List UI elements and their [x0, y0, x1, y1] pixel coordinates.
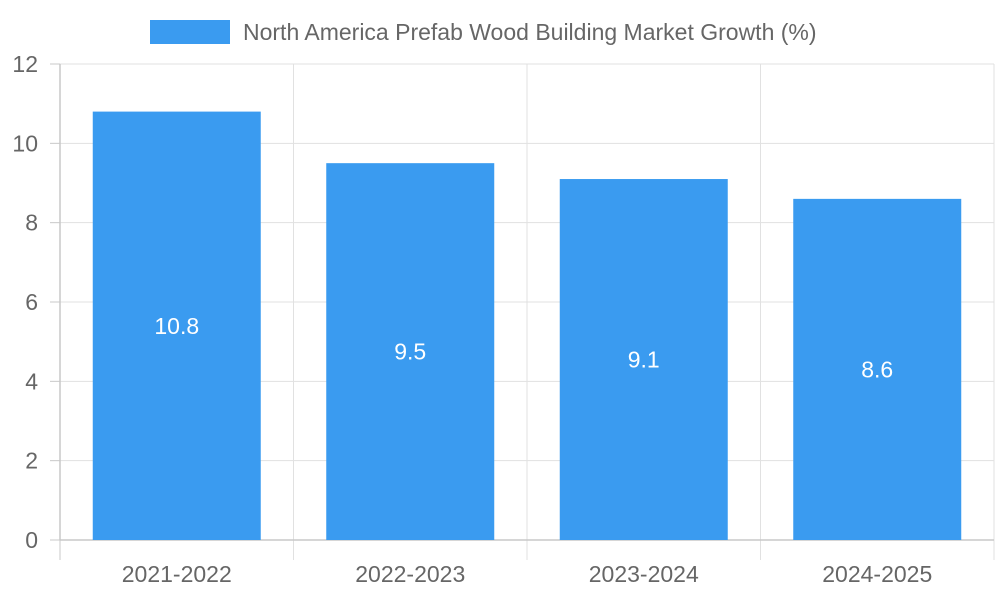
bar[interactable]	[793, 198, 962, 540]
y-tick-label: 0	[25, 527, 38, 553]
bar-value-label: 10.8	[154, 313, 199, 339]
y-tick-label: 12	[12, 51, 38, 77]
legend-label: North America Prefab Wood Building Marke…	[243, 19, 817, 45]
bar[interactable]	[559, 179, 728, 541]
y-tick-label: 10	[12, 130, 38, 156]
bar[interactable]	[326, 163, 495, 540]
y-tick-label: 8	[25, 210, 38, 236]
bar-value-label: 8.6	[861, 356, 893, 382]
y-tick-label: 4	[25, 368, 38, 394]
x-category-label: 2022-2023	[355, 561, 465, 587]
bar-value-label: 9.5	[394, 339, 426, 365]
bars	[92, 111, 962, 541]
y-axis-ticks: 0 2 4 6 8 10 12	[12, 51, 60, 553]
x-axis-labels: 2021-2022 2022-2023 2023-2024 2024-2025	[122, 561, 933, 587]
data-labels: 10.8 9.5 9.1 8.6	[154, 313, 893, 383]
legend[interactable]: North America Prefab Wood Building Marke…	[150, 19, 817, 45]
legend-swatch	[150, 20, 230, 44]
x-category-label: 2021-2022	[122, 561, 232, 587]
x-category-label: 2023-2024	[589, 561, 699, 587]
bar[interactable]	[92, 111, 261, 540]
bar-value-label: 9.1	[628, 347, 660, 373]
y-tick-label: 6	[25, 289, 38, 315]
x-category-label: 2024-2025	[822, 561, 932, 587]
y-tick-label: 2	[25, 448, 38, 474]
